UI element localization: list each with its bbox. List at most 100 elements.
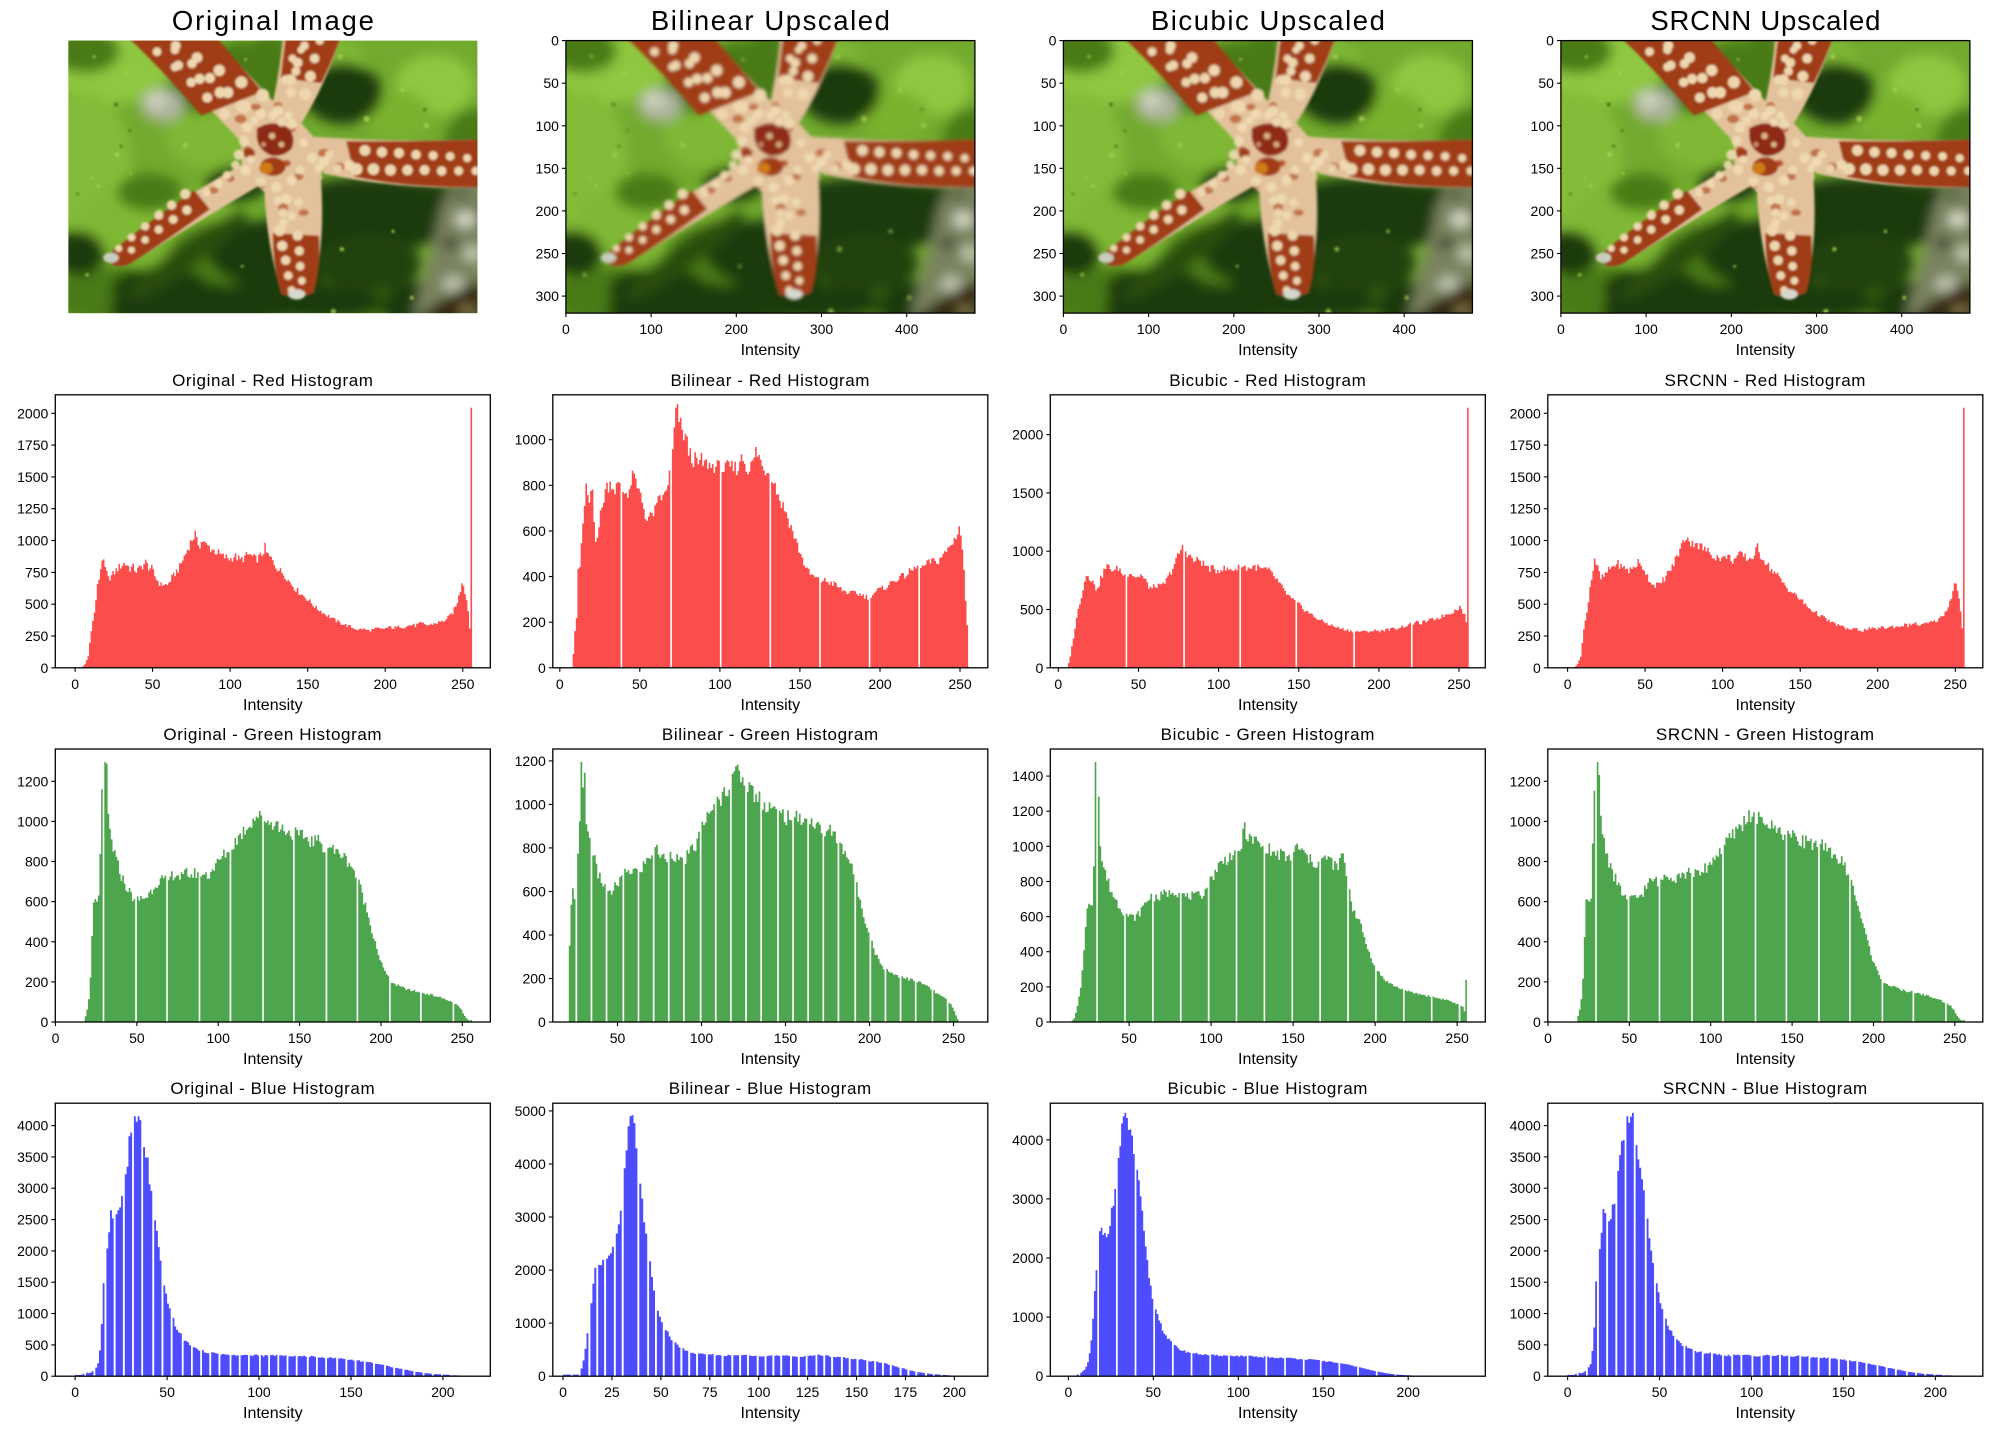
svg-text:SRCNN - Red Histogram: SRCNN - Red Histogram: [1665, 371, 1867, 390]
svg-text:50: 50: [1622, 1030, 1638, 1046]
svg-text:150: 150: [296, 676, 320, 692]
svg-text:100: 100: [1531, 118, 1555, 134]
svg-text:150: 150: [288, 1030, 312, 1046]
svg-text:250: 250: [1531, 246, 1555, 262]
svg-text:1200: 1200: [17, 773, 48, 789]
svg-text:200: 200: [1720, 321, 1744, 337]
svg-text:100: 100: [747, 1384, 771, 1400]
svg-text:0: 0: [1036, 660, 1044, 676]
svg-text:1400: 1400: [1012, 768, 1043, 784]
svg-text:100: 100: [1199, 1030, 1223, 1046]
svg-text:1250: 1250: [17, 501, 48, 517]
svg-text:800: 800: [522, 840, 546, 856]
svg-text:150: 150: [1531, 160, 1555, 176]
svg-text:800: 800: [522, 477, 546, 493]
svg-text:2000: 2000: [1510, 405, 1541, 421]
svg-text:50: 50: [145, 676, 161, 692]
svg-text:600: 600: [25, 894, 49, 910]
svg-text:4000: 4000: [515, 1156, 546, 1172]
svg-text:3500: 3500: [17, 1149, 48, 1165]
svg-text:100: 100: [1711, 676, 1735, 692]
svg-text:1500: 1500: [1012, 485, 1043, 501]
svg-text:150: 150: [1281, 1030, 1305, 1046]
svg-text:150: 150: [1789, 676, 1813, 692]
svg-text:Intensity: Intensity: [1736, 342, 1796, 359]
svg-text:200: 200: [1866, 676, 1890, 692]
svg-text:150: 150: [774, 1030, 798, 1046]
svg-text:Intensity: Intensity: [1238, 342, 1298, 359]
svg-text:800: 800: [25, 854, 49, 870]
svg-text:500: 500: [25, 1337, 49, 1353]
svg-text:400: 400: [25, 934, 49, 950]
svg-text:50: 50: [653, 1384, 669, 1400]
svg-text:1200: 1200: [515, 753, 546, 769]
svg-text:200: 200: [1033, 203, 1057, 219]
svg-text:0: 0: [1533, 660, 1541, 676]
svg-text:1200: 1200: [1012, 803, 1043, 819]
svg-text:2000: 2000: [17, 1243, 48, 1259]
svg-text:250: 250: [1943, 1030, 1967, 1046]
svg-text:150: 150: [1832, 1384, 1856, 1400]
svg-text:4000: 4000: [1012, 1132, 1043, 1148]
svg-text:100: 100: [536, 118, 560, 134]
svg-text:0: 0: [1036, 1014, 1044, 1030]
svg-text:400: 400: [1890, 321, 1914, 337]
svg-text:100: 100: [690, 1030, 714, 1046]
svg-text:300: 300: [536, 288, 560, 304]
svg-text:50: 50: [1652, 1384, 1668, 1400]
svg-text:200: 200: [1222, 321, 1246, 337]
svg-text:400: 400: [1517, 934, 1541, 950]
svg-text:500: 500: [1517, 596, 1541, 612]
svg-text:750: 750: [1517, 564, 1541, 580]
svg-text:0: 0: [1533, 1368, 1541, 1384]
svg-text:200: 200: [1020, 979, 1044, 995]
svg-text:200: 200: [522, 614, 546, 630]
svg-text:SRCNN Upscaled: SRCNN Upscaled: [1650, 5, 1880, 36]
svg-text:250: 250: [536, 246, 560, 262]
svg-text:3000: 3000: [17, 1180, 48, 1196]
svg-text:1750: 1750: [1510, 437, 1541, 453]
svg-text:0: 0: [1533, 1014, 1541, 1030]
svg-text:Original Image: Original Image: [172, 5, 374, 36]
svg-text:800: 800: [1020, 874, 1044, 890]
svg-text:250: 250: [1447, 676, 1471, 692]
svg-text:200: 200: [536, 203, 560, 219]
svg-text:1500: 1500: [1510, 469, 1541, 485]
svg-text:100: 100: [1227, 1384, 1251, 1400]
svg-text:150: 150: [1033, 160, 1057, 176]
svg-text:100: 100: [1634, 321, 1658, 337]
svg-text:0: 0: [551, 33, 559, 49]
svg-text:150: 150: [1312, 1384, 1336, 1400]
svg-text:SRCNN - Blue Histogram: SRCNN - Blue Histogram: [1663, 1079, 1868, 1098]
svg-text:Bilinear - Green Histogram: Bilinear - Green Histogram: [662, 725, 879, 744]
svg-text:400: 400: [522, 927, 546, 943]
svg-text:750: 750: [25, 564, 49, 580]
svg-text:200: 200: [1397, 1384, 1421, 1400]
svg-text:200: 200: [1924, 1384, 1948, 1400]
svg-text:0: 0: [71, 676, 79, 692]
svg-text:SRCNN - Green Histogram: SRCNN - Green Histogram: [1656, 725, 1875, 744]
svg-text:100: 100: [1033, 118, 1057, 134]
svg-text:300: 300: [1033, 288, 1057, 304]
svg-text:0: 0: [1054, 676, 1062, 692]
svg-text:0: 0: [52, 1030, 60, 1046]
svg-text:1000: 1000: [1012, 1309, 1043, 1325]
svg-text:1500: 1500: [17, 469, 48, 485]
svg-text:1200: 1200: [1510, 773, 1541, 789]
svg-text:2000: 2000: [1012, 1250, 1043, 1266]
svg-text:1000: 1000: [1012, 838, 1043, 854]
svg-text:300: 300: [1531, 288, 1555, 304]
svg-text:50: 50: [1131, 676, 1147, 692]
svg-text:400: 400: [895, 321, 919, 337]
svg-text:Intensity: Intensity: [1238, 1051, 1298, 1068]
svg-text:100: 100: [1207, 676, 1231, 692]
svg-text:50: 50: [632, 676, 648, 692]
svg-text:100: 100: [207, 1030, 231, 1046]
svg-text:0: 0: [1564, 676, 1572, 692]
svg-text:100: 100: [1740, 1384, 1764, 1400]
svg-text:2000: 2000: [1012, 427, 1043, 443]
svg-text:Intensity: Intensity: [741, 1051, 801, 1068]
svg-text:Original - Red Histogram: Original - Red Histogram: [172, 371, 373, 390]
svg-text:100: 100: [1137, 321, 1161, 337]
svg-text:200: 200: [369, 1030, 393, 1046]
